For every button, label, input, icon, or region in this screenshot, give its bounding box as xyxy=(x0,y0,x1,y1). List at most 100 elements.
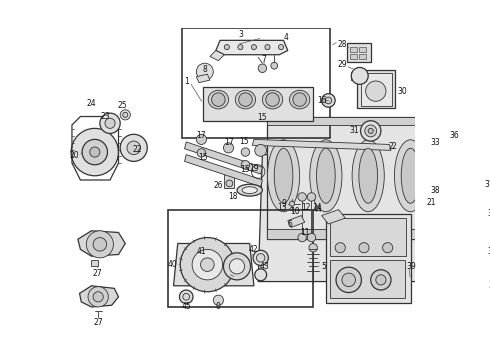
Bar xyxy=(267,229,449,239)
Text: 12: 12 xyxy=(302,203,311,212)
Circle shape xyxy=(278,45,284,50)
Text: 2: 2 xyxy=(389,141,393,150)
Circle shape xyxy=(271,62,278,69)
Text: 17: 17 xyxy=(196,131,205,140)
Bar xyxy=(359,47,367,52)
Text: 33: 33 xyxy=(430,138,440,147)
Circle shape xyxy=(120,110,130,120)
Text: 7: 7 xyxy=(262,55,267,64)
Circle shape xyxy=(255,144,267,156)
Polygon shape xyxy=(185,154,262,187)
Bar xyxy=(330,218,406,256)
Circle shape xyxy=(213,295,223,305)
Circle shape xyxy=(361,121,381,141)
Circle shape xyxy=(93,292,103,302)
Circle shape xyxy=(226,180,233,187)
Bar xyxy=(347,43,371,62)
Ellipse shape xyxy=(237,184,262,196)
Ellipse shape xyxy=(394,140,427,212)
Circle shape xyxy=(440,197,457,214)
Circle shape xyxy=(455,235,489,269)
Bar xyxy=(267,117,449,239)
Text: 25: 25 xyxy=(118,101,127,110)
Circle shape xyxy=(127,141,141,154)
Circle shape xyxy=(229,259,245,274)
Ellipse shape xyxy=(317,148,335,203)
Circle shape xyxy=(241,161,250,169)
Circle shape xyxy=(383,243,392,253)
Circle shape xyxy=(309,243,318,252)
Circle shape xyxy=(223,143,234,153)
Ellipse shape xyxy=(268,140,299,212)
Polygon shape xyxy=(210,50,224,60)
Circle shape xyxy=(120,134,147,161)
Ellipse shape xyxy=(366,81,386,101)
Circle shape xyxy=(200,258,214,271)
Text: 45: 45 xyxy=(181,302,191,311)
Text: 42: 42 xyxy=(249,245,259,254)
Circle shape xyxy=(265,45,270,50)
Ellipse shape xyxy=(401,148,420,203)
Circle shape xyxy=(453,265,490,307)
Text: 22: 22 xyxy=(132,145,142,154)
Circle shape xyxy=(238,45,243,50)
Text: 38: 38 xyxy=(430,186,440,195)
Circle shape xyxy=(192,249,222,280)
Text: 27: 27 xyxy=(93,269,102,278)
Circle shape xyxy=(197,149,206,157)
Text: 15: 15 xyxy=(239,138,248,147)
Circle shape xyxy=(105,118,115,129)
Circle shape xyxy=(224,45,229,50)
Circle shape xyxy=(298,233,306,242)
Circle shape xyxy=(293,93,306,106)
Text: 36: 36 xyxy=(450,131,460,140)
Text: 40: 40 xyxy=(168,260,177,269)
Text: 17: 17 xyxy=(224,138,233,147)
Ellipse shape xyxy=(352,140,384,212)
Circle shape xyxy=(461,272,488,300)
Circle shape xyxy=(223,253,250,280)
Polygon shape xyxy=(288,216,305,228)
Polygon shape xyxy=(258,154,453,282)
Bar xyxy=(349,54,357,59)
Bar xyxy=(182,28,330,138)
Text: 15: 15 xyxy=(258,113,267,122)
Text: 6: 6 xyxy=(287,220,292,229)
Circle shape xyxy=(461,174,481,194)
Text: 1: 1 xyxy=(184,77,189,86)
Text: 8: 8 xyxy=(202,66,207,75)
Polygon shape xyxy=(216,40,288,55)
Polygon shape xyxy=(173,243,254,286)
Polygon shape xyxy=(185,142,262,174)
Ellipse shape xyxy=(242,187,257,194)
Circle shape xyxy=(447,226,490,277)
Bar xyxy=(203,114,313,121)
Bar xyxy=(267,117,449,125)
Text: 44: 44 xyxy=(313,205,322,214)
Circle shape xyxy=(258,64,267,72)
Text: 30: 30 xyxy=(397,87,407,96)
Circle shape xyxy=(196,134,206,144)
Circle shape xyxy=(100,113,120,134)
Ellipse shape xyxy=(262,90,283,109)
Ellipse shape xyxy=(290,90,310,109)
Circle shape xyxy=(444,184,453,193)
Bar xyxy=(361,73,392,105)
Polygon shape xyxy=(321,210,345,224)
Text: 18: 18 xyxy=(228,193,238,202)
Text: 24: 24 xyxy=(87,99,96,108)
Polygon shape xyxy=(79,286,119,307)
Circle shape xyxy=(325,97,332,104)
Text: 32: 32 xyxy=(488,210,490,219)
Circle shape xyxy=(196,63,213,80)
Circle shape xyxy=(298,193,306,201)
Text: 43: 43 xyxy=(259,262,269,271)
Text: 39: 39 xyxy=(407,262,416,271)
Circle shape xyxy=(351,67,368,84)
Text: 15: 15 xyxy=(241,165,250,174)
Bar xyxy=(359,54,367,59)
Circle shape xyxy=(359,243,369,253)
Text: 16: 16 xyxy=(317,96,326,105)
Text: 13: 13 xyxy=(277,203,287,212)
Text: 15: 15 xyxy=(198,153,208,162)
